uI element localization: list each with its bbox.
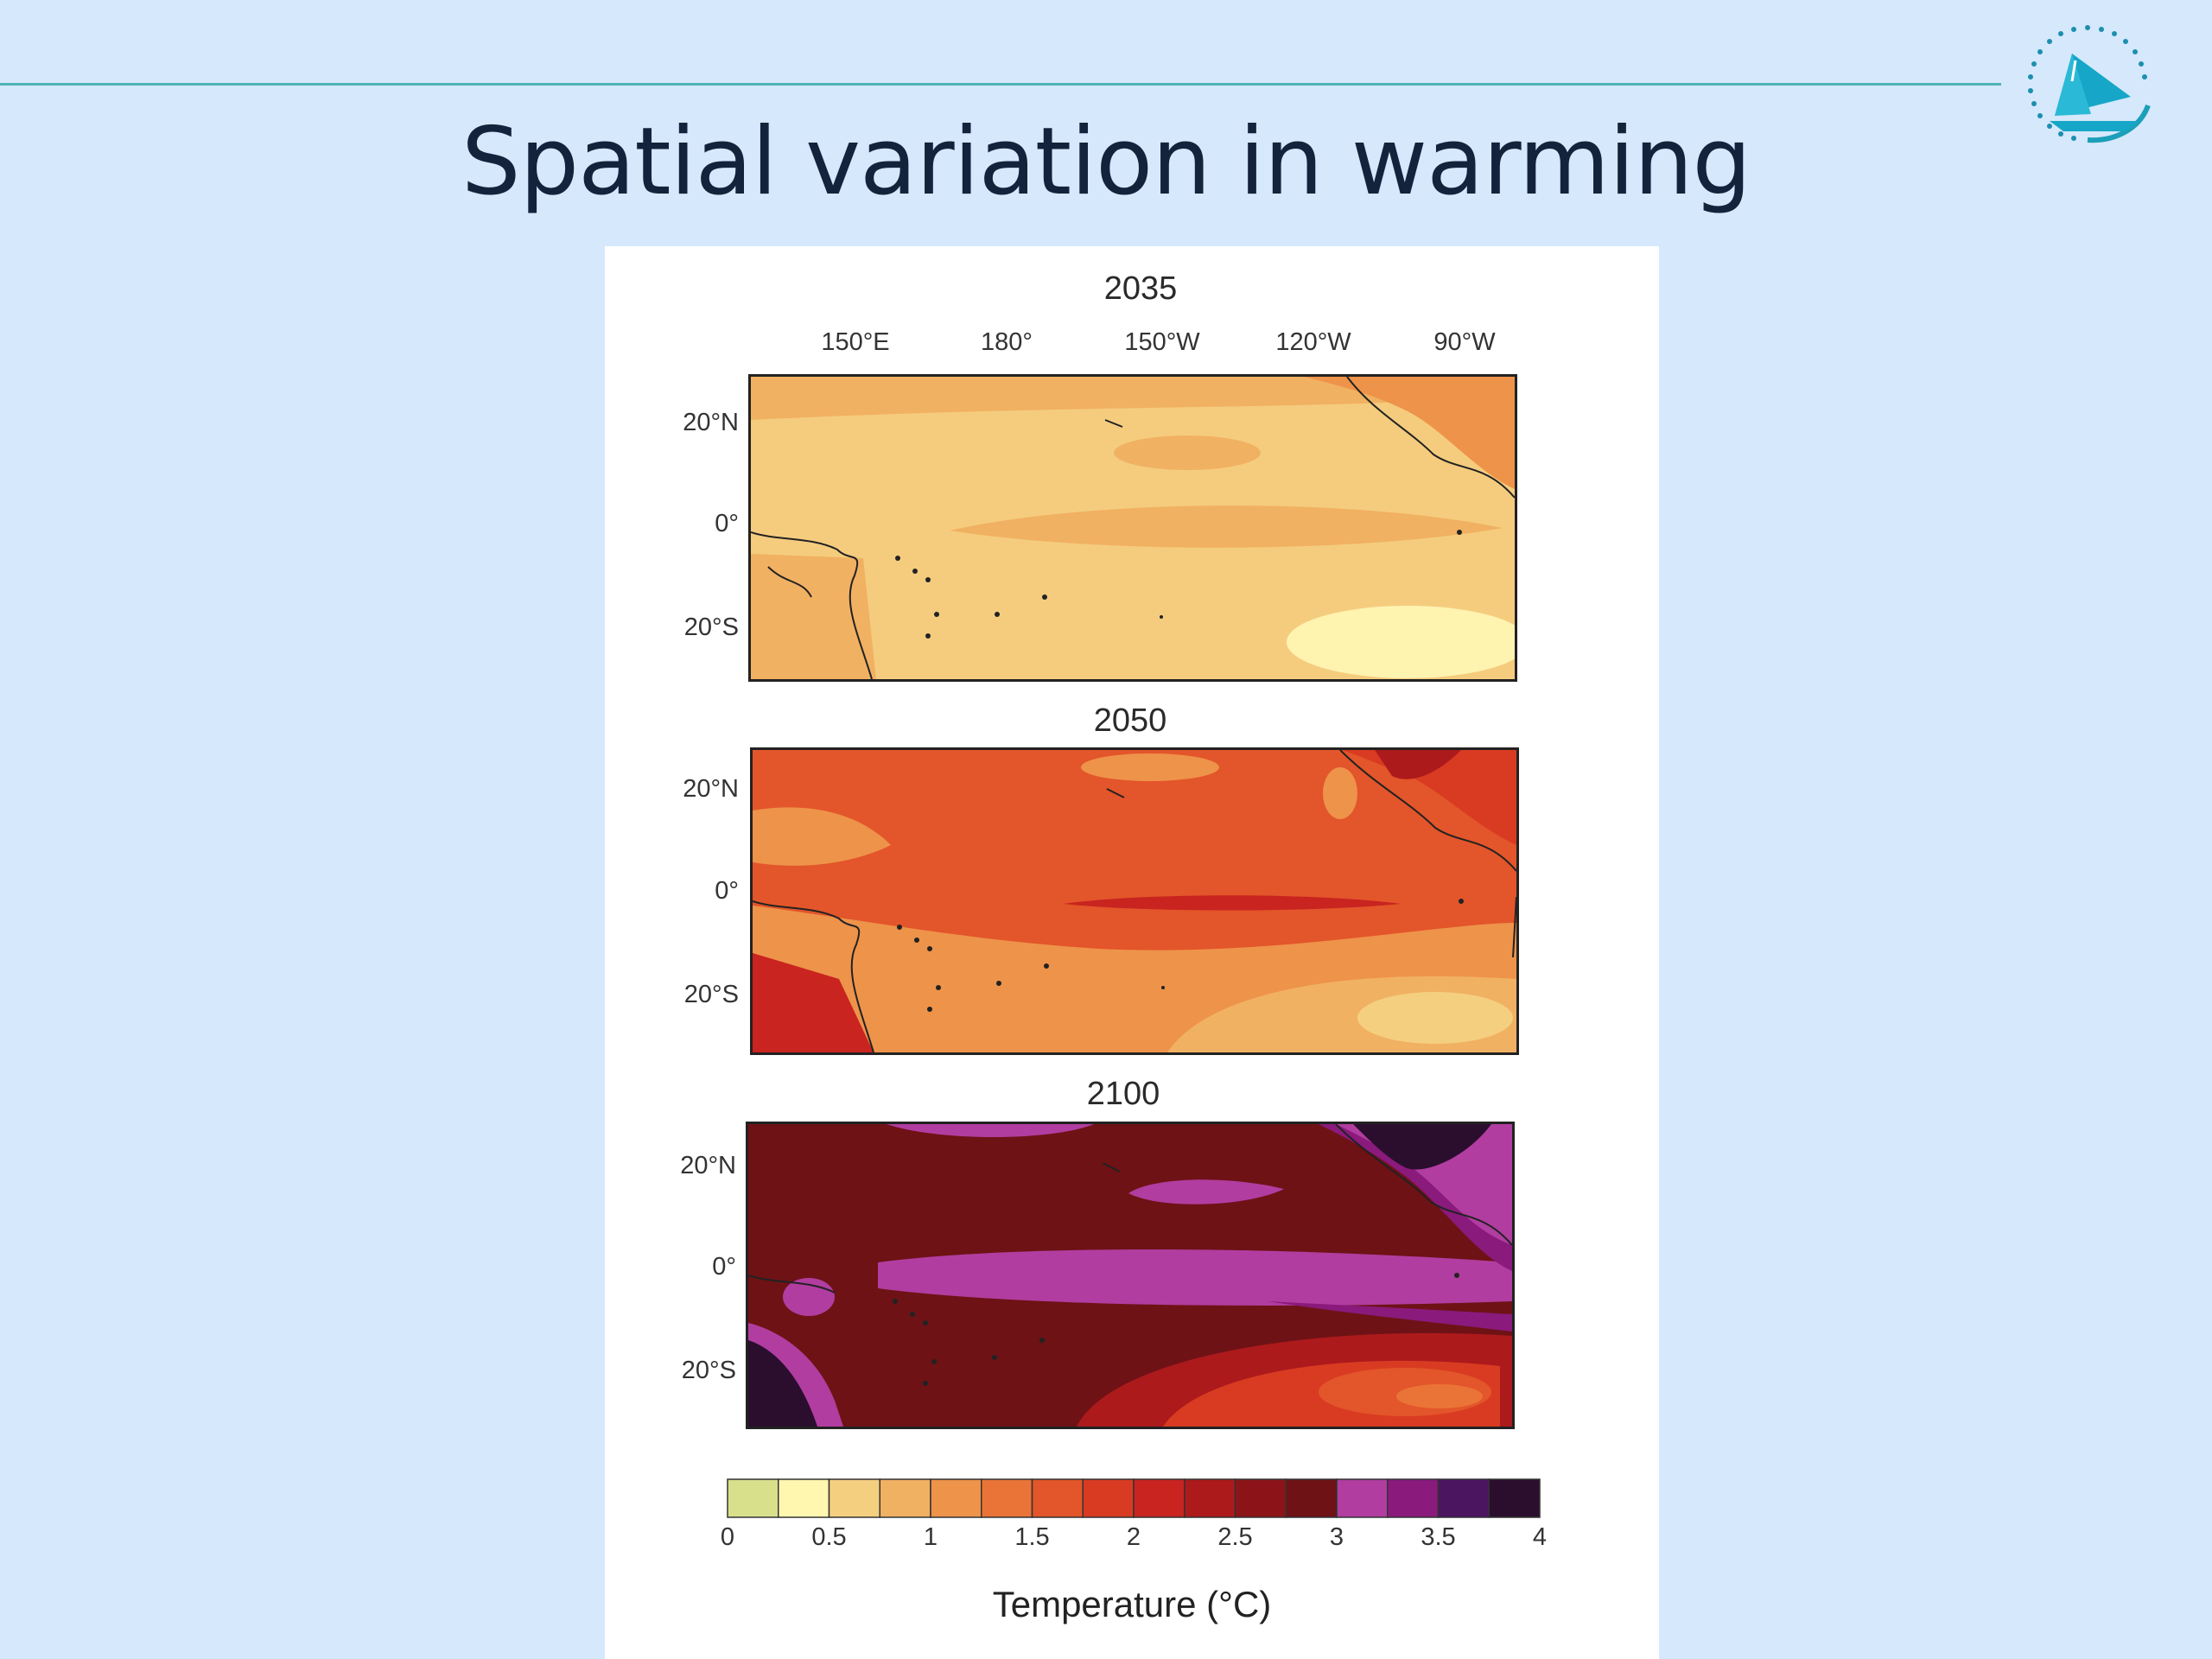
colorbar-swatch: [1285, 1478, 1338, 1518]
lat-label-0: 0°: [715, 877, 739, 905]
lon-label-120w: 120°W: [1275, 328, 1351, 356]
lat-label-20s: 20°S: [681, 1357, 736, 1384]
colorbar-swatch: [828, 1478, 880, 1518]
lat-label-20n: 20°N: [683, 775, 739, 803]
temperature-colorbar: [727, 1478, 1541, 1518]
colorbar-tick-label: 3.5: [1421, 1523, 1456, 1551]
lon-label-150e: 150°E: [821, 328, 890, 356]
colorbar-tick-label: 1.5: [1014, 1523, 1050, 1551]
colorbar-tick-label: 0.5: [811, 1523, 847, 1551]
title-rule: [0, 83, 2001, 86]
warming-maps-figure: 2035 150°E 180° 150°W 120°W 90°W 20°N 0°…: [605, 246, 1659, 1659]
lat-label-0: 0°: [715, 510, 739, 537]
colorbar-tick-label: 4: [1532, 1523, 1548, 1551]
map-2035: [748, 374, 1517, 682]
colorbar-swatch: [981, 1478, 1033, 1518]
colorbar-tick-label: 0: [720, 1523, 735, 1551]
colorbar-swatch: [1082, 1478, 1135, 1518]
colorbar-swatch: [1031, 1478, 1084, 1518]
colorbar-swatch: [1234, 1478, 1287, 1518]
lat-label-20s: 20°S: [683, 613, 739, 641]
colorbar-tick-label: 3: [1329, 1523, 1344, 1551]
colorbar-tick-label: 1: [923, 1523, 938, 1551]
colorbar-swatch: [930, 1478, 982, 1518]
colorbar-title: Temperature (°C): [992, 1584, 1272, 1624]
lon-label-180: 180°: [981, 328, 1033, 356]
panel-title-2100: 2100: [1086, 1076, 1160, 1112]
sail-boat-logo-icon: [2028, 25, 2151, 143]
panel-title-2035: 2035: [1103, 270, 1178, 307]
colorbar-swatch: [1336, 1478, 1389, 1518]
lat-label-20s: 20°S: [683, 981, 739, 1008]
lon-label-150w: 150°W: [1124, 328, 1200, 356]
colorbar-swatch: [879, 1478, 931, 1518]
lon-label-90w: 90°W: [1433, 328, 1496, 356]
map-2100: [746, 1122, 1515, 1429]
colorbar-swatch: [727, 1478, 779, 1518]
panel-title-2050: 2050: [1093, 702, 1167, 739]
colorbar-swatch: [778, 1478, 830, 1518]
lat-label-20n: 20°N: [683, 409, 739, 436]
colorbar-swatch: [1133, 1478, 1185, 1518]
colorbar-tick-label: 2: [1126, 1523, 1141, 1551]
slide-title: Spatial variation in warming: [461, 108, 1751, 216]
colorbar-tick-label: 2.5: [1217, 1523, 1253, 1551]
colorbar-swatch: [1387, 1478, 1440, 1518]
colorbar-swatch: [1488, 1478, 1541, 1518]
organisation-logo: [2018, 19, 2157, 157]
colorbar-swatch: [1184, 1478, 1236, 1518]
colorbar-swatch: [1437, 1478, 1490, 1518]
lat-label-20n: 20°N: [680, 1152, 736, 1179]
lat-label-0: 0°: [712, 1253, 736, 1281]
map-2050: [750, 747, 1519, 1055]
